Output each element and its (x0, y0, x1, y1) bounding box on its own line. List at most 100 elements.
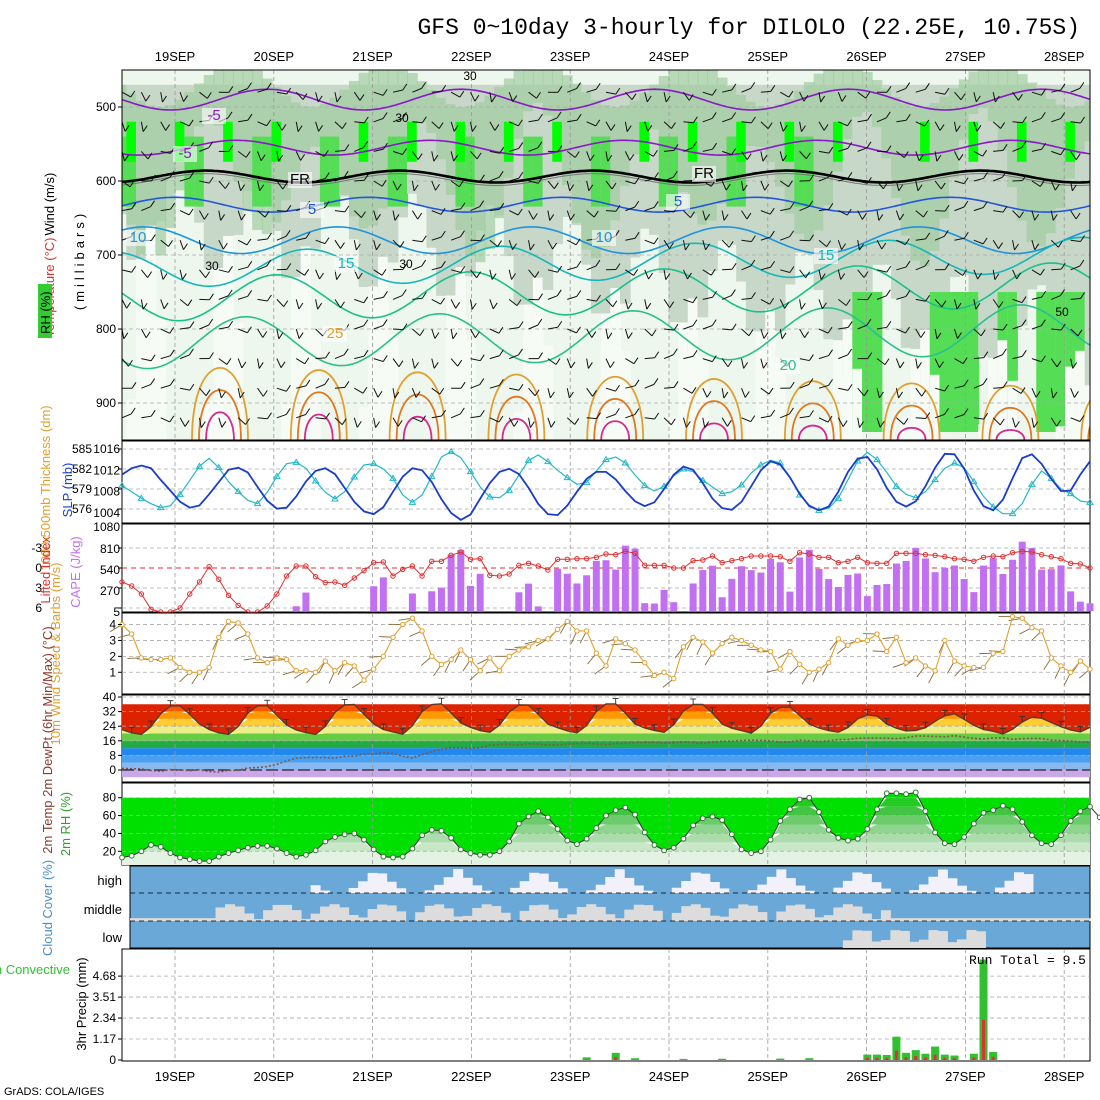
cloud-cell (928, 876, 939, 893)
cloud-cell (947, 942, 958, 948)
contour-label: -5 (207, 107, 220, 124)
wind-barb (160, 208, 171, 212)
contour-line (122, 236, 1090, 287)
rh-point (177, 854, 183, 861)
wind-barb (228, 86, 234, 93)
rh-cell (871, 292, 883, 432)
wind-barb (625, 385, 636, 389)
wind-barb (711, 89, 717, 96)
date-label-bottom: 25SEP (748, 1069, 788, 1084)
contour-loop (790, 402, 835, 440)
wind-barb (1041, 290, 1047, 298)
wind-barb (741, 180, 744, 191)
rh-point (390, 854, 396, 861)
wind-barb (1002, 144, 1008, 151)
cape-bar (854, 573, 862, 611)
cloud-cell (1013, 872, 1024, 893)
rh-cell (668, 70, 680, 165)
wind-barb (993, 210, 1004, 213)
wind-barb (954, 91, 962, 101)
lifted-index-point (429, 558, 435, 565)
wind-barb (879, 391, 884, 399)
cloud-cell (643, 905, 654, 921)
wind-barb (944, 263, 950, 270)
rh-point (303, 851, 309, 858)
wind-barb (240, 184, 246, 191)
cloud-cell (234, 906, 245, 921)
tick-label: 810 (100, 542, 120, 556)
wind-barb (876, 269, 887, 273)
wind-barb (247, 290, 253, 297)
date-label-top: 26SEP (846, 49, 886, 64)
wind-speed-point (922, 663, 929, 669)
wind-barb (295, 121, 299, 132)
wind-barb (528, 240, 531, 251)
lifted-index-point (448, 552, 454, 559)
wind-barb (944, 87, 950, 95)
wind-barb (1031, 240, 1036, 250)
wind-barb (955, 125, 961, 132)
rh-point (990, 807, 997, 814)
wind-barb (198, 240, 202, 251)
wind-barb (373, 325, 384, 330)
wind-barb (221, 421, 227, 428)
rh-point (409, 845, 416, 852)
temp-grid (122, 695, 1090, 782)
wind-speed-point (980, 664, 987, 671)
wind-barb (460, 202, 466, 209)
wind-barb (130, 407, 136, 415)
wind-barb (764, 183, 770, 191)
date-label-top: 25SEP (748, 49, 788, 64)
rh-cell (910, 349, 922, 440)
wind-barb (324, 172, 330, 179)
cloud-cell (814, 917, 825, 921)
wind-barb (973, 383, 984, 389)
rh-cell (1074, 84, 1086, 404)
wind-barb (847, 321, 853, 328)
rh-cell (155, 317, 167, 440)
tick-label: 2 (109, 649, 116, 663)
wind-barb (644, 383, 655, 389)
wind-barb (509, 326, 520, 330)
rh-point (148, 842, 154, 848)
lifted-index-point (845, 558, 851, 565)
wind-barb (315, 150, 325, 157)
wind-barb (1070, 265, 1081, 271)
wind-barb (998, 301, 1004, 308)
wind-barb (605, 210, 617, 212)
thickness-point (272, 472, 281, 479)
wind-barb (663, 239, 670, 249)
cloud-cell (804, 908, 815, 921)
wind-barb (653, 237, 659, 245)
wind-barb (625, 180, 636, 185)
rh-cell (774, 84, 786, 331)
tick-label: 585 (72, 442, 92, 456)
thickness-point (911, 493, 920, 501)
rh-cell (852, 70, 864, 117)
wind-barb (956, 302, 962, 310)
wind-barb (547, 417, 552, 428)
rh-cell (319, 103, 331, 153)
wind-barb (208, 176, 214, 184)
contour-loop (988, 406, 1033, 440)
wind-barb (1033, 421, 1039, 428)
cloud-cell (377, 873, 388, 893)
lifted-index-point (516, 562, 522, 569)
wind-barb (818, 269, 822, 280)
cape-bar (621, 545, 629, 611)
rh-point (632, 811, 638, 818)
wind-barb (857, 269, 865, 278)
contour-label: 15 (818, 247, 835, 264)
wind-barb (1041, 142, 1047, 150)
rh-cell (900, 422, 912, 440)
rh-cell (484, 95, 496, 249)
cloud-cell (481, 890, 492, 893)
wind-barb (218, 269, 229, 273)
wind-barb (489, 150, 500, 154)
wind-barb (983, 172, 988, 179)
wind-barb (470, 415, 481, 419)
wind-speed-point (738, 637, 745, 644)
wind-barb (665, 95, 671, 103)
wind-barb (1060, 83, 1066, 91)
